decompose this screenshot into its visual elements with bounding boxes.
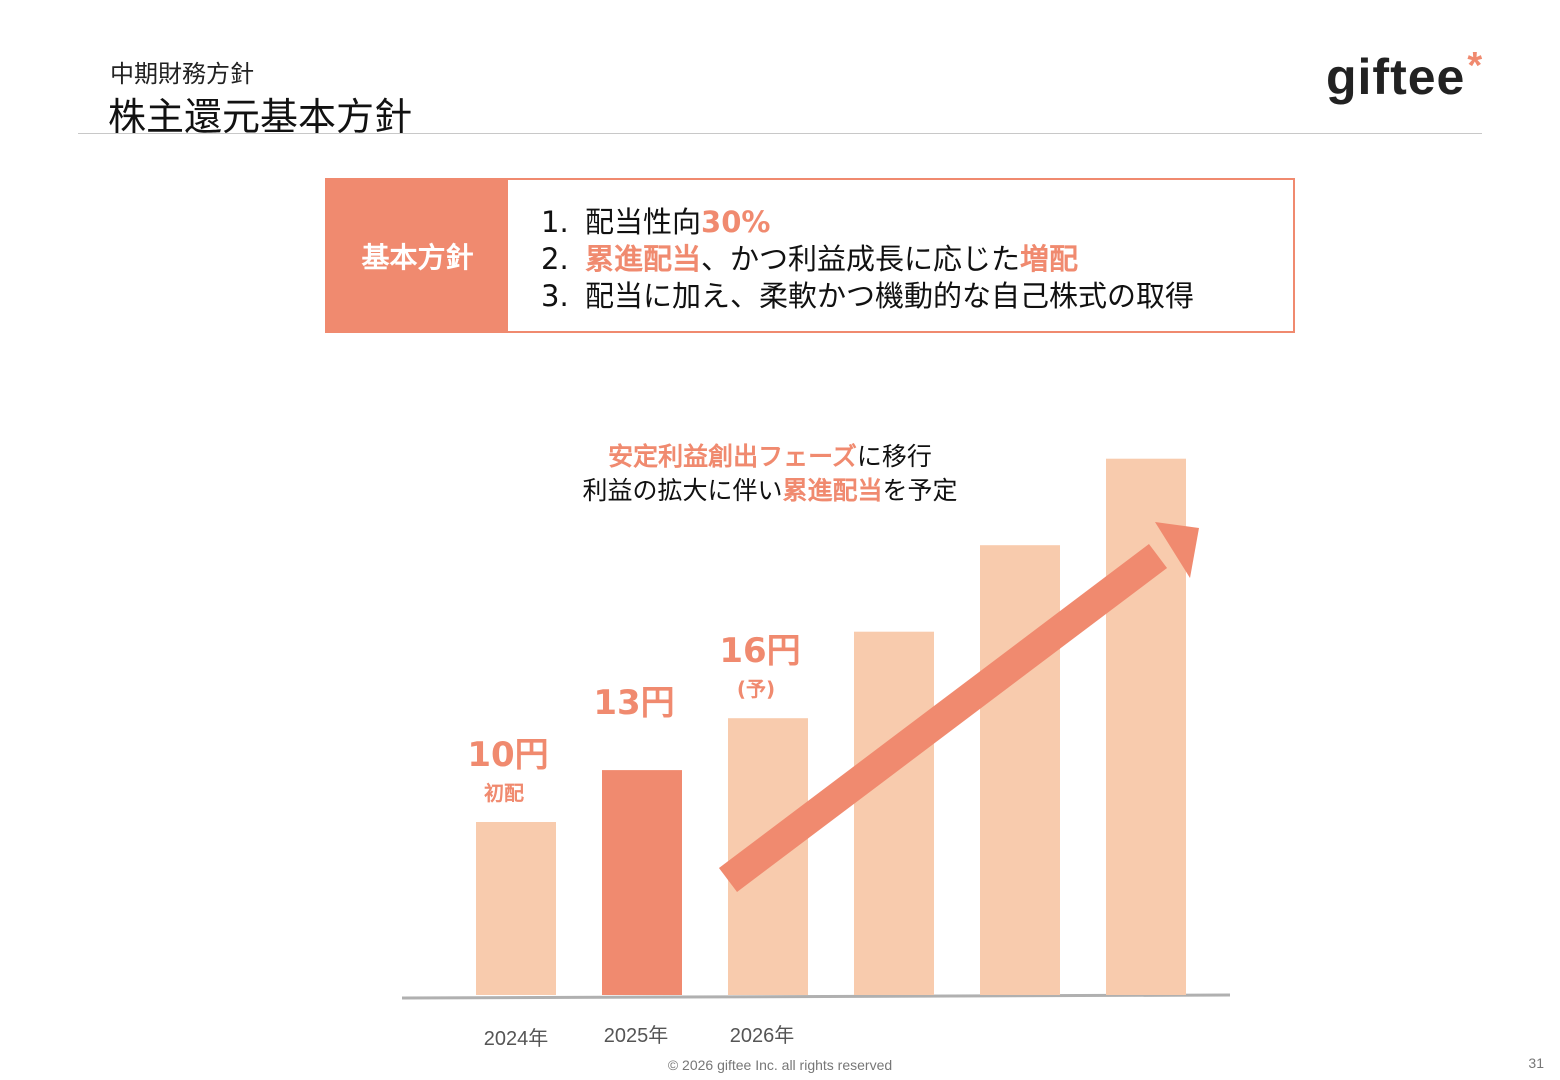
bar-value-label: 16円 (719, 631, 800, 671)
policy-highlight-text: 30% (701, 205, 771, 239)
chart-bar (602, 770, 682, 995)
caption-highlight-text: 安定利益創出フェーズ (608, 442, 857, 471)
page-number: 31 (1528, 1055, 1544, 1071)
bar-sub-label: 初配 (484, 781, 524, 805)
policy-item-number: 2. (541, 242, 569, 276)
policy-label: 基本方針 (327, 180, 508, 331)
page-title: 株主還元基本方針 (108, 95, 413, 139)
bar-value-label: 10円 (467, 735, 548, 775)
asterisk-icon: * (1467, 45, 1484, 87)
policy-highlight-text: 増配 (1020, 242, 1079, 276)
caption-text: 利益の拡大に伴い (582, 476, 783, 505)
policy-item: 1. 配当性向30% (541, 204, 1194, 241)
giftee-logo: giftee* (1326, 45, 1484, 106)
logo-text: giftee (1326, 49, 1466, 105)
chart-bar (854, 631, 934, 995)
policy-text: 配当に加え、柔軟かつ機動的な自己株式の取得 (585, 279, 1195, 313)
section-subtitle: 中期財務方針 (110, 60, 254, 88)
policy-item-number: 3. (541, 279, 569, 313)
caption-text: を予定 (882, 476, 958, 505)
policy-box: 基本方針 1. 配当性向30% 2. 累進配当、かつ利益成長に応じた増配 3. 配当に加え… (325, 178, 1295, 333)
caption-line-2: 利益の拡大に伴い累進配当を予定 (520, 474, 1020, 508)
policy-text: 、かつ利益成長に応じた (701, 242, 1021, 276)
x-axis-tick-label: 2024年 (484, 1027, 549, 1050)
caption-line-1: 安定利益創出フェーズに移行 (520, 440, 1020, 474)
header-divider (78, 133, 1482, 134)
policy-list: 1. 配当性向30% 2. 累進配当、かつ利益成長に応じた増配 3. 配当に加え、柔軟かつ… (541, 204, 1194, 315)
policy-highlight-text: 累進配当 (585, 242, 702, 276)
x-axis-tick-label: 2025年 (604, 1024, 669, 1047)
caption-highlight-text: 累進配当 (782, 476, 883, 505)
policy-item: 2. 累進配当、かつ利益成長に応じた増配 (541, 241, 1194, 278)
x-axis-tick-label: 2026年 (730, 1024, 795, 1047)
chart-baseline (401, 993, 1231, 1000)
chart-bar (980, 545, 1060, 995)
bar-value-label: 13円 (593, 683, 674, 723)
policy-text: 配当性向 (585, 205, 702, 239)
policy-item-number: 1. (541, 205, 569, 239)
chart-bar (476, 822, 556, 995)
trend-arrow-head (1155, 522, 1199, 578)
trend-arrow-shaft (718, 544, 1168, 892)
copyright-footer: © 2026 giftee Inc. all rights reserved (667, 1057, 893, 1073)
chart-caption: 安定利益創出フェーズに移行 利益の拡大に伴い累進配当を予定 (520, 440, 1020, 508)
bar-sub-label: (予) (737, 677, 775, 701)
caption-text: に移行 (856, 442, 932, 471)
policy-item: 3. 配当に加え、柔軟かつ機動的な自己株式の取得 (541, 278, 1194, 315)
